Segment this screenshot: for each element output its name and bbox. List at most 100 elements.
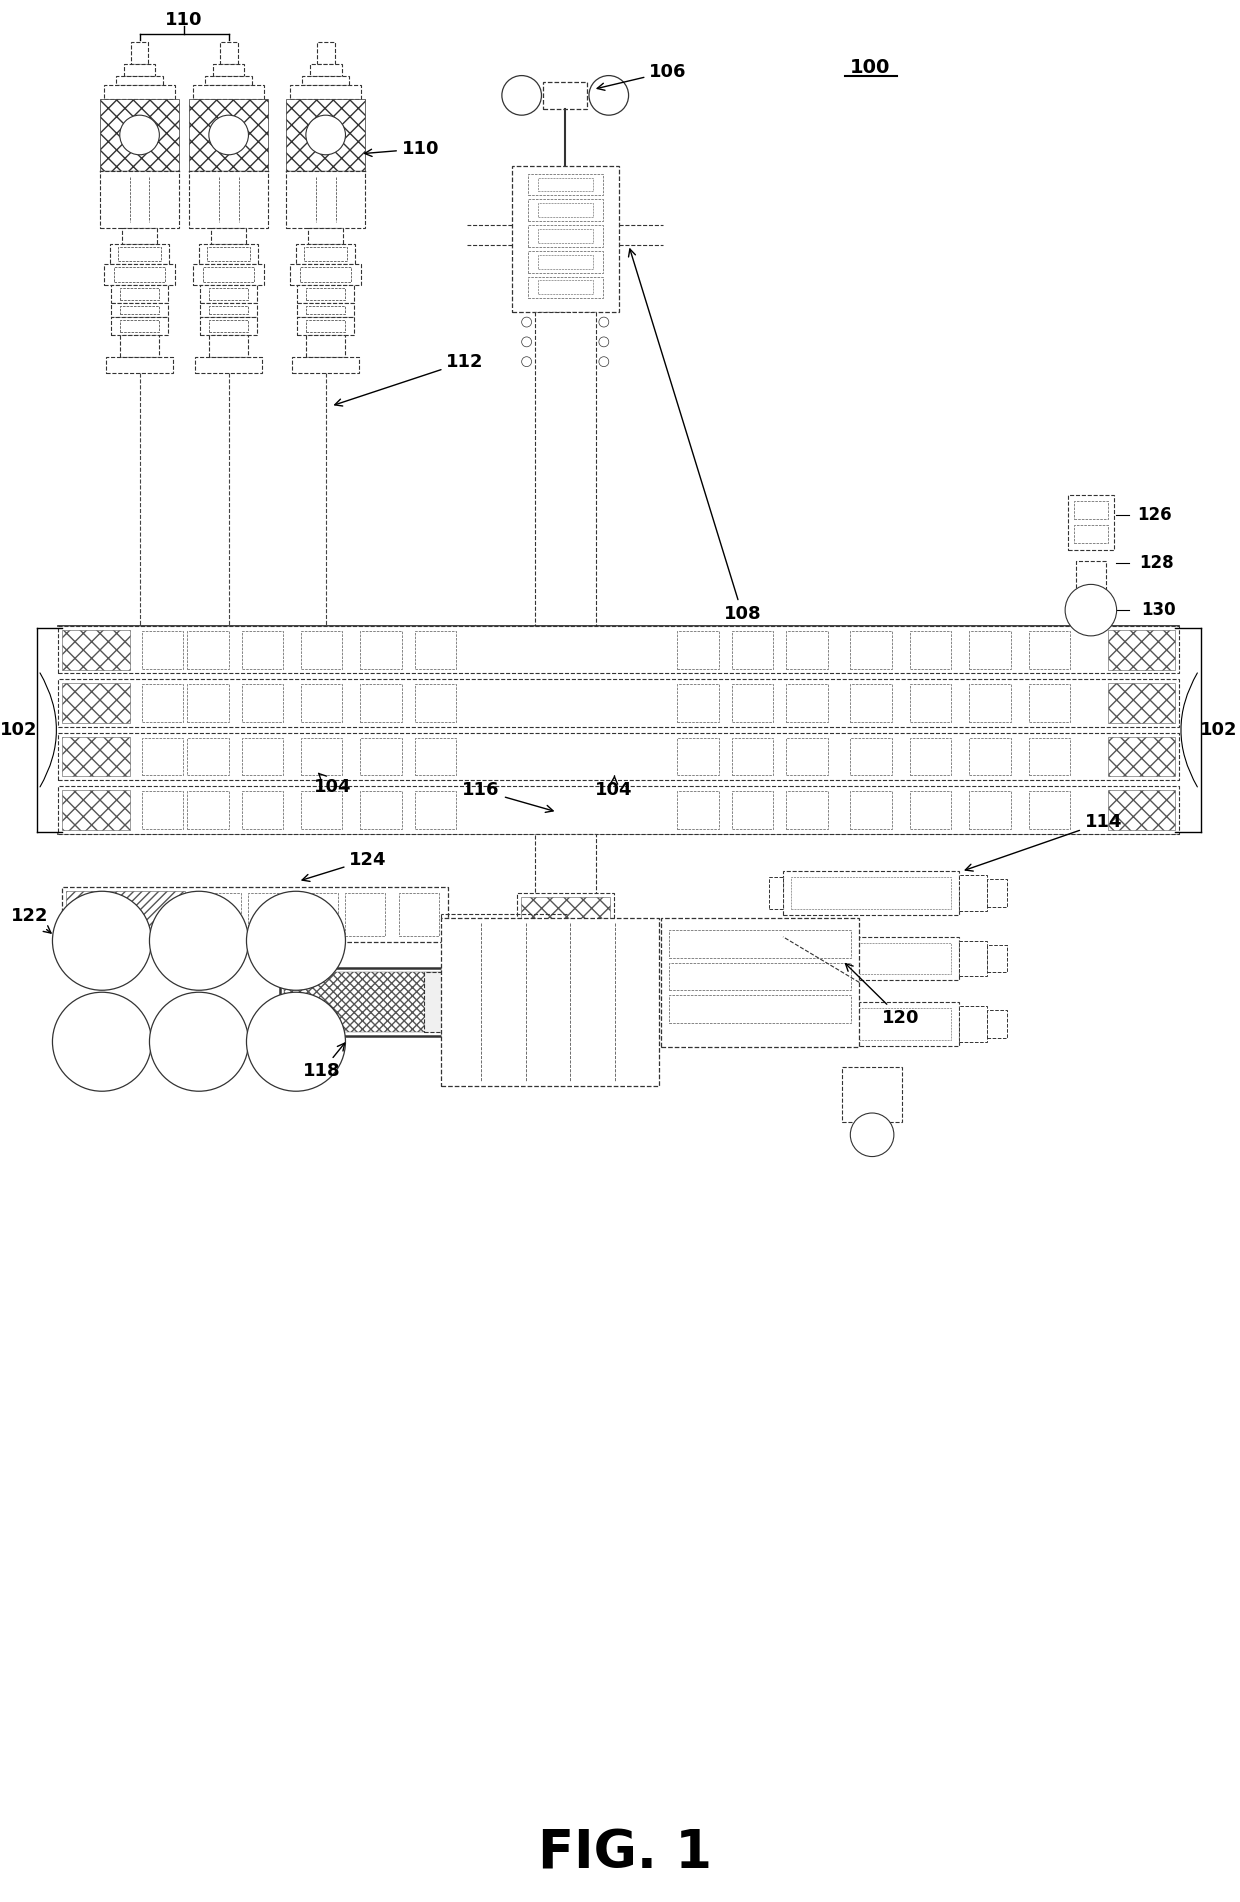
Bar	[193, 86, 264, 99]
Bar	[543, 82, 587, 108]
Text: 102: 102	[1200, 721, 1238, 738]
Bar	[537, 204, 593, 217]
Bar	[296, 243, 356, 264]
Text: 118: 118	[303, 1042, 345, 1080]
Bar	[670, 995, 852, 1023]
Bar	[791, 1008, 951, 1040]
Bar	[316, 42, 335, 63]
Bar	[207, 247, 250, 261]
Bar	[100, 171, 179, 228]
Circle shape	[522, 318, 532, 327]
Bar	[851, 791, 892, 829]
Bar	[205, 76, 253, 86]
Bar	[851, 631, 892, 668]
Bar	[124, 63, 155, 76]
Text: 110: 110	[365, 141, 439, 158]
Bar	[203, 266, 254, 283]
Text: 100: 100	[849, 59, 890, 78]
Text: 128: 128	[1140, 553, 1174, 573]
Text: 130: 130	[1141, 601, 1176, 620]
Circle shape	[599, 358, 609, 367]
Bar	[100, 99, 179, 171]
Bar	[187, 685, 228, 723]
Bar	[304, 247, 347, 261]
Bar	[1107, 791, 1176, 829]
Bar	[122, 228, 157, 243]
Text: 122: 122	[11, 907, 51, 934]
Bar	[201, 894, 241, 936]
Text: 124: 124	[303, 850, 387, 881]
Bar	[200, 285, 258, 302]
Bar	[782, 1002, 960, 1046]
Bar	[248, 894, 288, 936]
Bar	[399, 894, 439, 936]
Bar	[290, 86, 361, 99]
Bar	[290, 264, 361, 285]
Bar	[1074, 502, 1107, 519]
Bar	[786, 738, 827, 776]
Circle shape	[599, 337, 609, 346]
Bar	[361, 631, 402, 668]
Circle shape	[1065, 584, 1116, 635]
Bar	[1068, 495, 1114, 550]
Bar	[537, 228, 593, 243]
Circle shape	[306, 116, 346, 154]
Circle shape	[522, 337, 532, 346]
Bar	[851, 738, 892, 776]
Text: 110: 110	[165, 11, 203, 29]
Bar	[1074, 525, 1107, 542]
Bar	[987, 1010, 1007, 1038]
Bar	[527, 251, 603, 272]
Bar	[187, 791, 228, 829]
Bar	[301, 685, 342, 723]
Circle shape	[120, 116, 160, 154]
Bar	[296, 318, 355, 335]
Bar	[414, 791, 456, 829]
Bar	[58, 786, 1179, 833]
Bar	[66, 892, 185, 938]
Bar	[517, 894, 614, 945]
Bar	[104, 264, 175, 285]
Bar	[346, 894, 386, 936]
Bar	[1107, 736, 1176, 776]
Bar	[441, 919, 660, 1086]
Bar	[786, 631, 827, 668]
Bar	[677, 631, 719, 668]
Circle shape	[150, 892, 248, 991]
Bar	[306, 306, 346, 314]
Bar	[296, 285, 355, 302]
Bar	[62, 683, 130, 723]
Bar	[219, 42, 238, 63]
Bar	[130, 42, 149, 63]
Bar	[1076, 561, 1106, 590]
Bar	[791, 943, 951, 974]
Bar	[361, 791, 402, 829]
Bar	[187, 631, 228, 668]
Bar	[208, 306, 248, 314]
Circle shape	[522, 358, 532, 367]
Bar	[104, 86, 175, 99]
Circle shape	[502, 76, 542, 116]
Text: 126: 126	[1137, 506, 1172, 525]
Bar	[298, 894, 337, 936]
Text: 106: 106	[598, 63, 687, 89]
Bar	[301, 738, 342, 776]
Bar	[987, 879, 1007, 907]
Bar	[537, 255, 593, 268]
Text: 114: 114	[965, 812, 1122, 871]
Bar	[414, 685, 456, 723]
Bar	[301, 791, 342, 829]
Bar	[118, 247, 161, 261]
Bar	[732, 791, 773, 829]
Bar	[188, 99, 268, 171]
Bar	[300, 266, 351, 283]
Bar	[105, 358, 174, 373]
Bar	[361, 685, 402, 723]
Bar	[62, 630, 130, 670]
Circle shape	[589, 76, 629, 116]
Bar	[527, 200, 603, 221]
Bar	[534, 833, 596, 922]
Bar	[242, 685, 283, 723]
Text: 102: 102	[0, 721, 37, 738]
Bar	[527, 224, 603, 247]
